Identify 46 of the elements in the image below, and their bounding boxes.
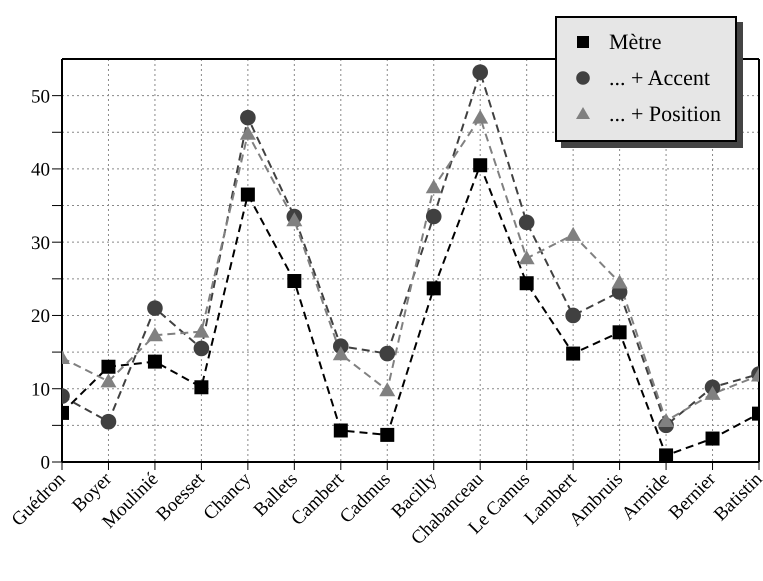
point [334, 423, 348, 438]
point [194, 380, 208, 394]
point [426, 179, 442, 194]
point [520, 276, 534, 290]
point [287, 274, 302, 288]
y-tick-label: 10 [31, 379, 50, 400]
point [658, 412, 674, 427]
point [379, 346, 396, 362]
y-tick-label: 40 [31, 160, 50, 181]
point [240, 110, 256, 126]
y-tick-label: 30 [31, 232, 50, 254]
point [146, 327, 163, 342]
point [566, 346, 580, 361]
point [286, 212, 302, 226]
point [101, 360, 116, 374]
point [100, 414, 116, 430]
point [472, 110, 488, 124]
legend-label: ... + Position [608, 100, 721, 128]
point [565, 226, 582, 241]
point [659, 448, 674, 462]
point [426, 281, 441, 296]
point [240, 188, 255, 202]
point [148, 354, 162, 369]
point [426, 208, 442, 224]
point [565, 308, 581, 324]
point [100, 373, 116, 388]
point [706, 432, 720, 446]
point [147, 300, 163, 316]
legend-label: ... + Accent [608, 64, 710, 92]
point [194, 340, 210, 356]
point [472, 64, 488, 80]
point [332, 346, 349, 360]
point [379, 382, 396, 396]
point [518, 214, 534, 230]
point [240, 126, 256, 140]
point [473, 158, 488, 172]
point [193, 324, 210, 338]
point [518, 250, 535, 264]
point [612, 325, 627, 340]
y-tick-label: 50 [31, 86, 50, 108]
point [612, 274, 628, 288]
y-tick-label: 20 [31, 306, 50, 328]
point [704, 386, 721, 400]
y-tick-label: 0 [40, 452, 50, 474]
legend-label: Mètre [608, 28, 662, 56]
point [380, 428, 394, 442]
